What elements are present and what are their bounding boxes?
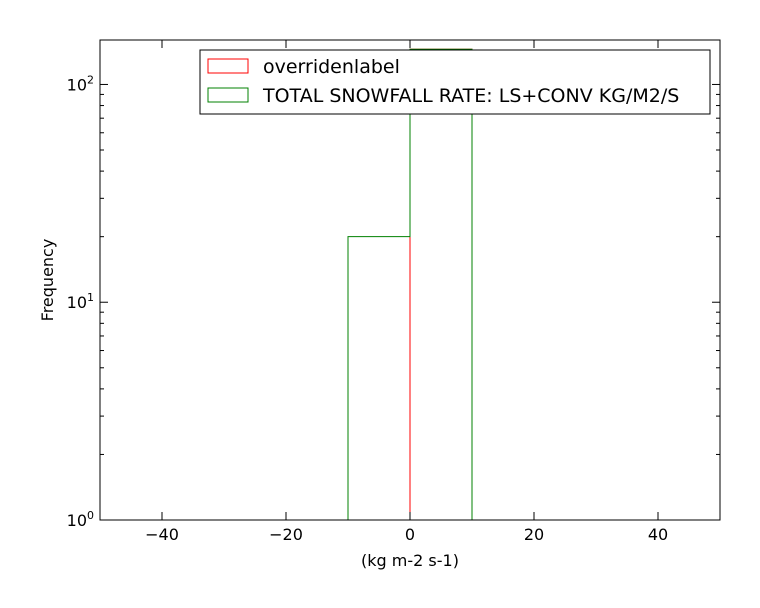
legend-label-total-snowfall-rate: TOTAL SNOWFALL RATE: LS+CONV KG/M2/S [262, 85, 679, 107]
x-tick-label: 20 [524, 525, 544, 544]
x-tick-label: 0 [405, 525, 415, 544]
series-step-1 [347, 48, 473, 520]
series-layer [347, 48, 473, 520]
x-tick-label: −20 [269, 525, 303, 544]
x-tick-label: −40 [145, 525, 179, 544]
x-tick-label: 40 [648, 525, 668, 544]
legend-swatch-total-snowfall-rate [207, 87, 249, 103]
y-tick-label: 102 [67, 73, 94, 94]
legend-swatch-overridenlabel [207, 58, 249, 74]
y-tick-label: 100 [67, 509, 94, 530]
legend-label-overridenlabel: overridenlabel [263, 56, 400, 78]
legend-box [199, 49, 711, 115]
x-axis-label: (kg m-2 s-1) [361, 551, 459, 570]
y-tick-label: 101 [67, 291, 94, 312]
legend: overridenlabel TOTAL SNOWFALL RATE: LS+C… [199, 49, 711, 115]
tick-layer: −40 −20 0 20 40 100 101 102 [67, 40, 720, 544]
y-axis-label: Frequency [38, 239, 57, 322]
